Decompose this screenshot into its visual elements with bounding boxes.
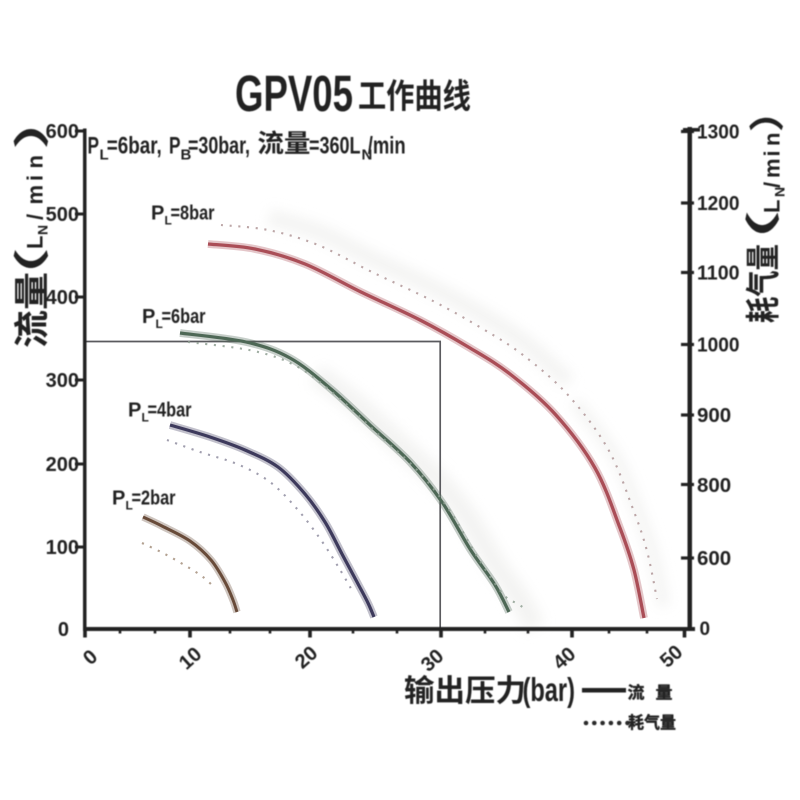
svg-text:P: P [151, 203, 164, 225]
svg-text:i: i [760, 150, 785, 156]
svg-text:/: / [23, 214, 48, 220]
svg-text:=2bar: =2bar [132, 488, 176, 510]
svg-text:600: 600 [697, 547, 731, 570]
svg-text:0: 0 [700, 619, 711, 640]
svg-text:L: L [165, 214, 172, 228]
svg-text:=6bar: =6bar [162, 306, 206, 328]
svg-text:=4bar: =4bar [148, 400, 192, 422]
svg-text:100: 100 [46, 537, 79, 559]
svg-text:0: 0 [58, 619, 69, 641]
svg-text:=30bar,: =30bar, [188, 133, 250, 160]
svg-text:1000: 1000 [697, 334, 740, 357]
svg-text:n: n [23, 155, 48, 168]
svg-text:N: N [362, 147, 373, 164]
svg-text:P: P [169, 133, 181, 160]
svg-text:200: 200 [46, 454, 79, 476]
svg-text:400: 400 [46, 287, 79, 309]
svg-text:L: L [142, 411, 149, 425]
svg-text:N: N [772, 187, 788, 197]
svg-text:500: 500 [46, 204, 79, 226]
svg-text:900: 900 [697, 404, 731, 427]
svg-text:P: P [142, 306, 155, 328]
svg-text:1100: 1100 [697, 262, 740, 285]
svg-text:800: 800 [697, 474, 731, 497]
svg-text:N: N [35, 225, 51, 235]
svg-text:P: P [128, 400, 141, 422]
svg-text:L: L [760, 200, 785, 213]
svg-text:GPV05: GPV05 [235, 65, 353, 122]
svg-text:(bar): (bar) [523, 671, 576, 708]
svg-text:n: n [760, 133, 785, 146]
svg-text:m: m [23, 185, 48, 205]
svg-text:1300: 1300 [697, 121, 740, 144]
svg-text:P: P [112, 488, 125, 510]
svg-text:P: P [88, 133, 100, 160]
svg-text:i: i [23, 175, 48, 181]
svg-text:=6bar,: =6bar, [107, 133, 162, 160]
svg-text:L: L [100, 147, 109, 164]
svg-text:1200: 1200 [697, 192, 740, 215]
svg-text:600: 600 [46, 121, 79, 143]
svg-text:L: L [126, 499, 133, 513]
svg-text:L: L [23, 236, 48, 249]
svg-text:=8bar: =8bar [171, 203, 215, 225]
svg-text:B: B [181, 147, 192, 164]
svg-text:/: / [760, 182, 785, 188]
svg-text:=360L: =360L [309, 133, 361, 160]
svg-text:m: m [760, 158, 785, 178]
svg-text:/min: /min [368, 133, 406, 160]
svg-text:L: L [156, 317, 163, 331]
svg-text:300: 300 [46, 370, 79, 392]
